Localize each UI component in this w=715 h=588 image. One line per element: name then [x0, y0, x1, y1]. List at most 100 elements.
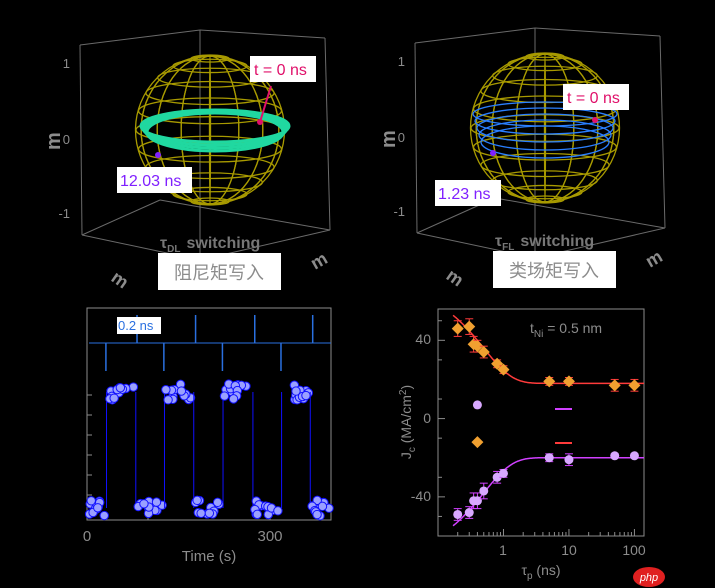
- z-tick: 0: [63, 132, 70, 147]
- diamond-point: [628, 379, 641, 392]
- thickness-annotation: tNi = 0.5 nm: [530, 320, 602, 340]
- start-point: [592, 117, 598, 123]
- svg-text:php: php: [639, 572, 658, 584]
- start-label: t = 0 ns: [567, 90, 620, 107]
- circle-point: [472, 496, 482, 506]
- axis-box-edge: [494, 197, 666, 229]
- data-point: [139, 499, 149, 509]
- trajectory-loop: [145, 111, 285, 153]
- y-tick-minus-40: -40: [411, 488, 431, 504]
- end-label-box: [117, 167, 192, 193]
- axis-box-edge: [534, 27, 661, 37]
- data-point: [317, 501, 328, 512]
- y-axis-label: m: [642, 246, 666, 271]
- switching-trace-chart: 0.2 ns 0 300 Time (s): [83, 307, 334, 565]
- z-tick: 1: [63, 56, 70, 71]
- mode-title: τDL switching: [160, 235, 260, 255]
- start-label-box: [563, 84, 629, 110]
- sphere-wireframe: [134, 54, 286, 206]
- data-point: [273, 506, 283, 516]
- longitude-line: [543, 53, 547, 203]
- tau-symbol: τ: [495, 233, 502, 250]
- data-point: [301, 390, 311, 401]
- data-point: [219, 391, 230, 401]
- axis-box-edge: [79, 44, 83, 236]
- circle-point: [464, 508, 474, 518]
- end-label: 12.03 ns: [120, 173, 181, 190]
- magnetization-arrow: [259, 85, 272, 123]
- end-point: [155, 152, 161, 158]
- data-point: [176, 386, 187, 396]
- data-point: [312, 509, 322, 520]
- axis-box-edge: [414, 42, 418, 234]
- pulse-label: 0.2 ns: [118, 318, 154, 333]
- z-tick: 1: [398, 54, 405, 69]
- mode-text: switching: [520, 233, 594, 250]
- trace-marks: [84, 315, 334, 521]
- trajectory-loop: [478, 119, 612, 151]
- data-point: [291, 386, 301, 396]
- x-tick-10: 10: [561, 542, 577, 558]
- x-axis-label: m: [443, 265, 468, 291]
- x-axis-label: τp (ns): [521, 562, 560, 582]
- diamond-point: [608, 379, 621, 392]
- circle-point: [472, 400, 482, 410]
- diamond-point: [471, 436, 484, 449]
- trajectory-loop: [480, 125, 610, 159]
- critical-current-chart: 40 0 -40 1 10 100 τp (ns) Jc (MA/cm2) tN…: [398, 308, 646, 582]
- trajectory: [472, 101, 618, 159]
- z-axis-label: m: [43, 132, 65, 150]
- data-point: [212, 497, 223, 508]
- z-axis-label: m: [378, 130, 400, 148]
- x-tick-300: 300: [257, 528, 282, 545]
- diamond-point: [471, 340, 484, 353]
- start-label-box: [250, 56, 316, 82]
- axis-box-edge: [159, 199, 331, 231]
- data-point: [163, 395, 173, 405]
- x-axis-label: Time (s): [182, 548, 236, 565]
- axis-box-edge: [324, 37, 331, 231]
- mode-text: switching: [186, 235, 260, 252]
- tau-symbol: τ: [160, 235, 167, 252]
- circle-point: [610, 451, 620, 461]
- data-point: [93, 503, 103, 513]
- axis-box-edge: [79, 29, 201, 46]
- tau-subscript: DL: [167, 244, 180, 255]
- data-point: [161, 385, 171, 395]
- tau-subscript: FL: [502, 242, 514, 253]
- trajectory-loop: [476, 113, 614, 143]
- end-label-box: [435, 180, 501, 206]
- circle-point: [498, 468, 508, 478]
- pulse-label-box: [117, 317, 161, 334]
- circle-point: [453, 509, 463, 519]
- axis-box-edge: [659, 35, 666, 229]
- circle-point: [564, 455, 574, 465]
- start-label: t = 0 ns: [254, 62, 307, 79]
- trajectory: [139, 108, 291, 153]
- sphere-panel-field-like: t = 0 ns 1.23 ns m 1 0 -1 m m τFL switching 类场矩写入: [378, 27, 666, 291]
- diamond-point: [477, 346, 490, 359]
- data-point: [86, 496, 96, 506]
- diamond-point: [491, 357, 504, 370]
- longitude-line: [208, 55, 212, 205]
- data-point: [109, 393, 119, 403]
- diamond-point: [543, 375, 556, 388]
- data-point: [151, 497, 162, 507]
- diamond-point: [463, 320, 476, 333]
- diamond-point: [497, 363, 510, 376]
- php-watermark-logo: php: [633, 567, 665, 587]
- z-tick: -1: [58, 206, 70, 221]
- diamond-point: [562, 375, 575, 388]
- z-tick: 0: [398, 130, 405, 145]
- y-tick-40: 40: [415, 331, 431, 347]
- jc-frame: [437, 308, 645, 537]
- caption-box: [493, 251, 616, 288]
- data-point: [252, 509, 262, 520]
- end-point: [490, 150, 496, 156]
- data-point: [196, 508, 206, 518]
- x-tick-1: 1: [499, 542, 507, 558]
- axis-box-edge: [199, 29, 326, 39]
- end-label: 1.23 ns: [438, 186, 490, 203]
- data-point: [228, 394, 239, 404]
